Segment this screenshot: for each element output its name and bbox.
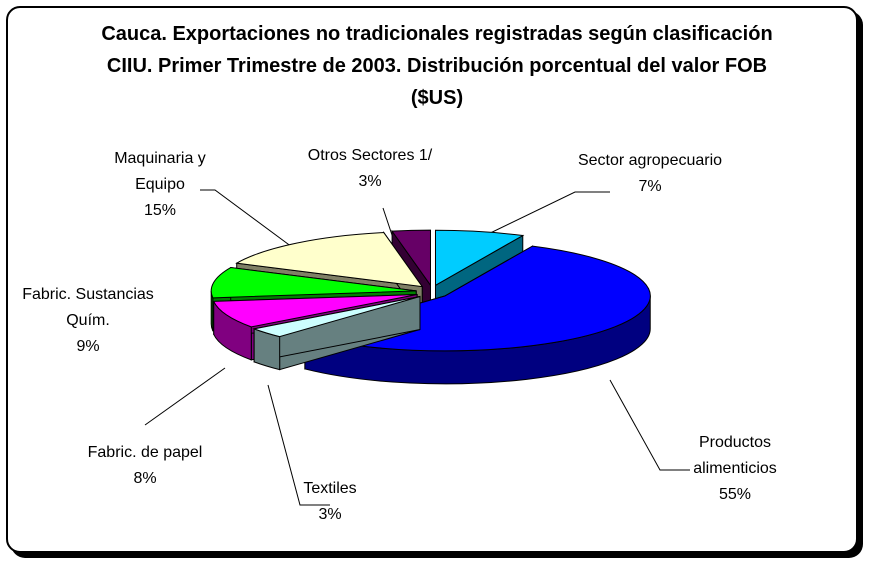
category-label: Fabric. Sustancias Quím.: [22, 286, 154, 329]
value-label: 7%: [638, 178, 662, 195]
slice: [235, 232, 424, 288]
slice-label: Fabric. de papel 8%: [65, 440, 225, 492]
value-label: 8%: [133, 470, 157, 487]
category-label: Productos alimenticios: [693, 434, 777, 477]
chart-frame: [6, 6, 858, 553]
slice: [212, 294, 418, 328]
slice-label: Sector agropecuario 7%: [575, 148, 725, 200]
leader-line: [609, 379, 690, 471]
slice: [252, 296, 421, 338]
value-label: 3%: [318, 506, 342, 523]
leader-line: [200, 189, 293, 248]
category-label: Fabric. de papel: [87, 444, 203, 461]
slice-label: Productos alimenticios 55%: [665, 430, 805, 508]
leader-line: [382, 207, 394, 239]
value-label: 55%: [718, 486, 752, 503]
leader-lines: [144, 189, 690, 506]
leader-line: [479, 191, 610, 239]
value-label: 15%: [143, 202, 177, 219]
value-label: 9%: [76, 338, 100, 355]
slice-label: Fabric. Sustancias Quím. 9%: [3, 282, 173, 360]
value-label: 3%: [358, 173, 382, 190]
leader-line: [267, 384, 330, 506]
leader-line: [144, 367, 226, 426]
category-label: Sector agropecuario: [577, 152, 723, 169]
slice-label: Otros Sectores 1/3%: [285, 143, 455, 195]
category-label: Textiles: [303, 480, 357, 497]
slice-label: Textiles 3%: [270, 476, 390, 528]
slice: [391, 229, 431, 287]
category-label: Maquinaria y Equipo: [114, 150, 206, 193]
category-label: Otros Sectores 1/: [307, 147, 433, 164]
chart-title: Cauca. Exportaciones no tradicionales re…: [101, 23, 773, 109]
slice: [210, 266, 417, 299]
slice: [434, 229, 525, 287]
slice-label: Maquinaria y Equipo 15%: [90, 146, 230, 224]
